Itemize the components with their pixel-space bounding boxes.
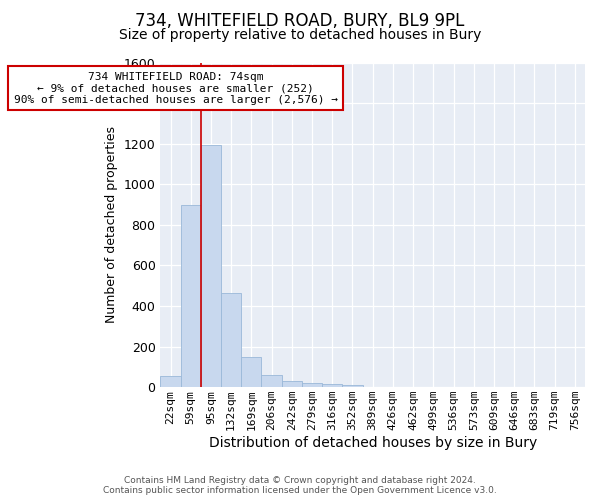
- Bar: [201, 144, 221, 387]
- Bar: [181, 204, 201, 387]
- Bar: [302, 382, 322, 387]
- Bar: [343, 385, 362, 387]
- Text: 734, WHITEFIELD ROAD, BURY, BL9 9PL: 734, WHITEFIELD ROAD, BURY, BL9 9PL: [136, 12, 464, 30]
- Text: Size of property relative to detached houses in Bury: Size of property relative to detached ho…: [119, 28, 481, 42]
- Text: 734 WHITEFIELD ROAD: 74sqm
← 9% of detached houses are smaller (252)
90% of semi: 734 WHITEFIELD ROAD: 74sqm ← 9% of detac…: [14, 72, 338, 105]
- Y-axis label: Number of detached properties: Number of detached properties: [105, 126, 118, 324]
- Bar: [241, 357, 262, 387]
- Bar: [262, 374, 282, 387]
- Text: Contains HM Land Registry data © Crown copyright and database right 2024.
Contai: Contains HM Land Registry data © Crown c…: [103, 476, 497, 495]
- Bar: [160, 376, 181, 387]
- Bar: [282, 381, 302, 387]
- Bar: [322, 384, 343, 387]
- X-axis label: Distribution of detached houses by size in Bury: Distribution of detached houses by size …: [209, 436, 537, 450]
- Bar: [221, 293, 241, 387]
